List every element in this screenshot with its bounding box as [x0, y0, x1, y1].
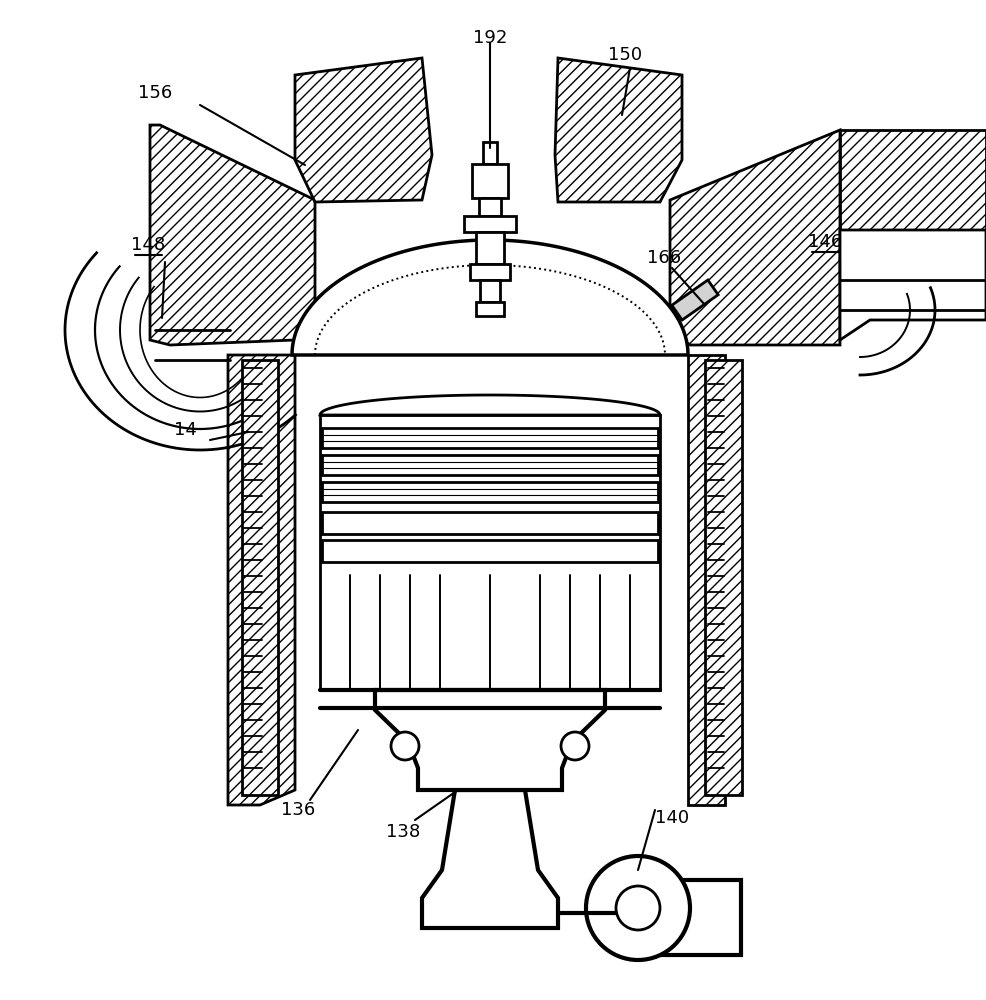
Polygon shape	[671, 280, 718, 320]
Circle shape	[561, 732, 589, 760]
Polygon shape	[150, 125, 315, 345]
Text: 150: 150	[608, 46, 642, 64]
Text: 166: 166	[647, 249, 681, 267]
Bar	[476, 232, 504, 264]
Bar	[476, 302, 504, 316]
Bar	[322, 482, 658, 502]
Bar	[636, 880, 741, 955]
Text: 14: 14	[174, 421, 196, 439]
Bar	[479, 198, 501, 216]
Polygon shape	[242, 360, 278, 795]
Bar	[322, 455, 658, 475]
Text: 146: 146	[808, 233, 842, 251]
Text: 148: 148	[131, 236, 165, 254]
Bar	[320, 415, 660, 690]
Polygon shape	[295, 58, 432, 202]
Polygon shape	[320, 395, 660, 415]
Polygon shape	[674, 282, 716, 318]
Bar	[470, 264, 510, 280]
Polygon shape	[670, 130, 840, 345]
Text: 138: 138	[386, 823, 420, 841]
Polygon shape	[555, 58, 682, 202]
Circle shape	[391, 732, 419, 760]
Polygon shape	[422, 790, 558, 928]
Bar	[464, 216, 516, 232]
Bar	[480, 280, 500, 302]
Polygon shape	[705, 360, 742, 795]
Bar	[322, 428, 658, 448]
Text: 192: 192	[473, 29, 507, 47]
Text: 156: 156	[138, 84, 173, 102]
Polygon shape	[292, 240, 688, 355]
Polygon shape	[840, 230, 986, 340]
Bar	[322, 512, 658, 534]
Polygon shape	[228, 355, 295, 805]
Polygon shape	[375, 690, 605, 790]
Polygon shape	[688, 355, 725, 805]
Text: 140: 140	[655, 809, 689, 827]
Bar	[322, 540, 658, 562]
Text: 136: 136	[281, 801, 316, 819]
Circle shape	[586, 856, 690, 960]
Bar	[483, 142, 497, 164]
Polygon shape	[840, 130, 986, 230]
Circle shape	[616, 886, 660, 930]
Bar	[472, 164, 508, 198]
